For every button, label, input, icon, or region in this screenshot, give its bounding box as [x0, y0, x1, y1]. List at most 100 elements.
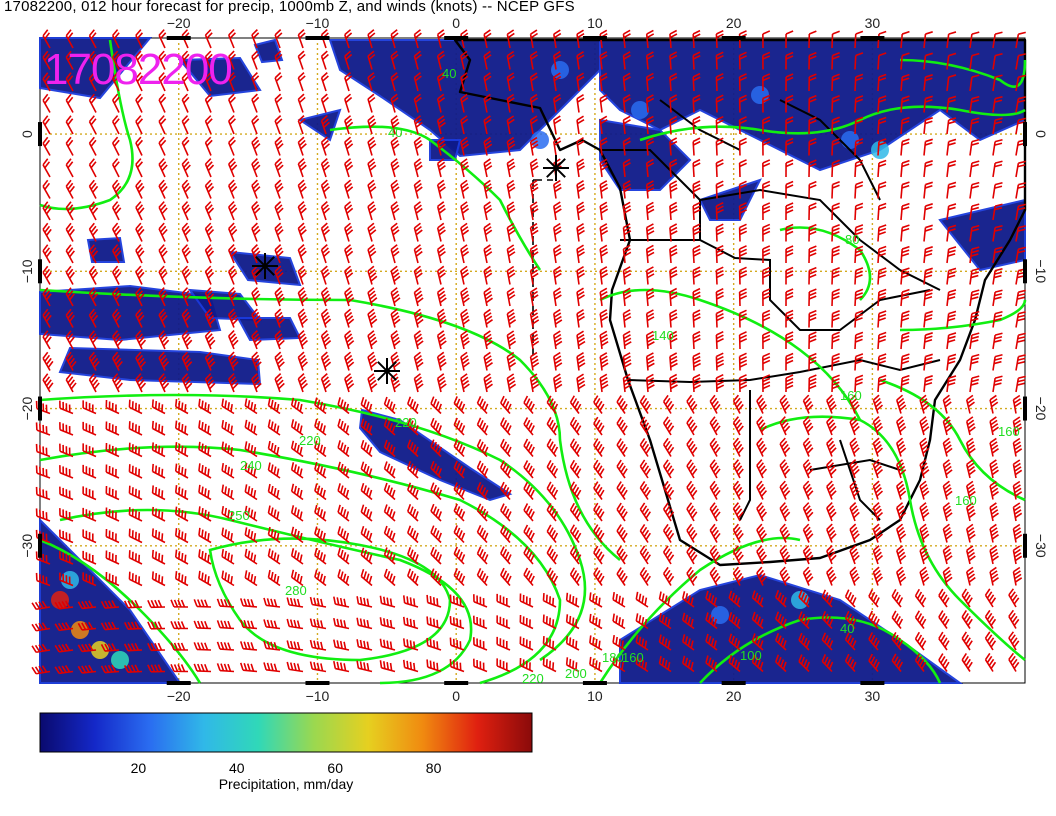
wind-barb — [111, 93, 120, 113]
wind-barb — [460, 222, 470, 242]
wind-barb — [529, 179, 539, 199]
wind-barb — [529, 136, 539, 156]
wind-barb — [992, 246, 1003, 264]
wind-barb — [808, 245, 817, 264]
wind-barb — [529, 93, 538, 113]
wind-barb — [436, 265, 446, 285]
precip-blob — [599, 118, 692, 191]
wind-barb — [715, 51, 724, 70]
wind-barb — [65, 50, 74, 70]
wind-barb — [390, 179, 400, 199]
wind-barb — [42, 93, 51, 113]
wind-barb — [158, 179, 168, 199]
storm-marker — [374, 358, 400, 384]
wind-barb — [854, 267, 864, 285]
lat-tick-label-left: −30 — [19, 534, 35, 558]
wind-barb — [367, 222, 377, 242]
wind-barb — [367, 158, 377, 178]
wind-barb — [274, 265, 284, 285]
wind-barb — [992, 95, 1003, 113]
wind-barb — [297, 136, 307, 156]
wind-barb — [88, 308, 99, 328]
wind-barb — [669, 158, 678, 178]
wind-barb — [158, 287, 168, 307]
wind-barb — [227, 287, 238, 307]
wind-barb — [808, 30, 817, 49]
wind-barb — [274, 158, 284, 178]
wind-barb — [576, 222, 585, 242]
wind-barb — [622, 29, 631, 49]
wind-barb — [900, 95, 910, 113]
wind-barb — [946, 267, 957, 285]
wind-barb — [88, 244, 99, 264]
wind-barb — [692, 266, 701, 285]
wind-barb — [669, 266, 678, 285]
precip-core — [791, 591, 809, 609]
wind-barb — [65, 29, 74, 49]
wind-barb — [808, 180, 817, 199]
wind-barb — [854, 116, 864, 135]
contour-label: 220 — [395, 415, 417, 430]
wind-barb — [135, 29, 144, 49]
wind-barb — [992, 52, 1003, 70]
wind-barb — [436, 93, 446, 113]
wind-barb — [669, 94, 678, 113]
wind-barb — [692, 137, 701, 156]
wind-barb — [227, 265, 238, 285]
wind-barb — [42, 179, 51, 199]
wind-barb — [1015, 31, 1026, 49]
wind-barb — [367, 136, 377, 156]
wind-barb — [204, 136, 213, 156]
wind-barb — [413, 179, 423, 199]
wind-barb — [529, 29, 538, 49]
wind-barb — [969, 289, 980, 307]
wind-barb — [158, 93, 167, 113]
wind-barb — [436, 179, 446, 199]
wind-barb — [42, 287, 52, 307]
wind-barb — [900, 288, 910, 307]
wind-barb — [1015, 182, 1026, 199]
wind-barb — [158, 201, 168, 221]
lon-tick-label-top: 30 — [865, 15, 881, 31]
wind-barb — [436, 72, 446, 92]
wind-barb — [42, 29, 51, 49]
wind-barb — [645, 180, 655, 199]
wind-barb — [529, 50, 538, 70]
wind-barb — [785, 202, 794, 221]
lat-tick-label-right: −10 — [1033, 259, 1049, 283]
wind-barb — [785, 288, 794, 307]
wind-barb — [715, 115, 724, 135]
wind-barb — [622, 287, 632, 307]
wind-barb — [529, 287, 539, 307]
wind-barb — [599, 223, 609, 242]
wind-barb — [436, 115, 446, 135]
wind-barb — [969, 160, 980, 178]
wind-barb — [320, 72, 329, 92]
wind-barb — [181, 222, 191, 242]
wind-barb — [622, 244, 632, 264]
wind-barb — [274, 29, 283, 49]
wind-barb — [645, 51, 655, 70]
wind-barb — [831, 224, 840, 242]
wind-barb — [344, 93, 353, 113]
wind-barb — [506, 265, 516, 285]
wind-barb — [65, 158, 74, 178]
wind-barb — [854, 245, 864, 264]
wind-barb — [529, 72, 538, 92]
wind-barb — [158, 50, 167, 70]
wind-barb — [877, 95, 887, 113]
wind-barb — [274, 93, 283, 113]
wind-barb — [460, 93, 469, 113]
lon-tick-label-bottom: 0 — [452, 688, 460, 704]
wind-barb — [181, 244, 191, 264]
wind-barb — [969, 203, 980, 221]
lon-tick-label-top: 10 — [587, 15, 603, 31]
country-border — [779, 99, 881, 201]
wind-barb — [227, 50, 236, 70]
wind-barb — [1015, 74, 1026, 92]
wind-barb — [460, 287, 470, 307]
wind-barb — [483, 72, 492, 92]
wind-barb — [135, 201, 145, 221]
colorbar-label: Precipitation, mm/day — [218, 776, 354, 792]
wind-barb — [297, 29, 306, 49]
